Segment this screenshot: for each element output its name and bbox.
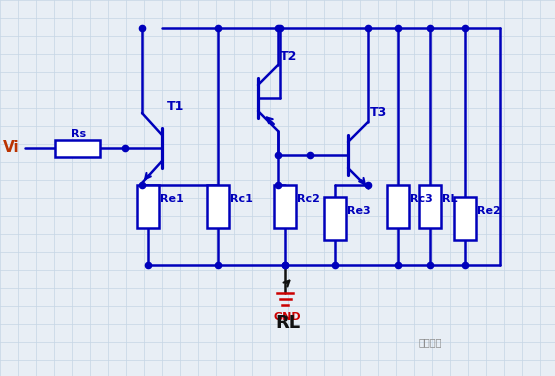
Bar <box>55 139 100 156</box>
Text: Re2: Re2 <box>477 206 501 215</box>
Text: 电子论坛: 电子论坛 <box>418 337 442 347</box>
Bar <box>454 197 476 240</box>
Text: Rc1: Rc1 <box>230 194 253 203</box>
Bar <box>207 185 229 228</box>
Text: Re1: Re1 <box>160 194 184 203</box>
Bar <box>387 185 409 228</box>
Text: RL: RL <box>442 194 457 203</box>
Text: RL: RL <box>275 314 300 332</box>
Text: Rc2: Rc2 <box>297 194 320 203</box>
Text: T3: T3 <box>370 106 387 120</box>
Bar <box>274 185 296 228</box>
Bar <box>137 185 159 228</box>
Text: Vi: Vi <box>3 141 19 156</box>
Text: Rs: Rs <box>70 129 85 139</box>
Bar <box>419 185 441 228</box>
Text: Rc3: Rc3 <box>410 194 433 203</box>
Text: GND: GND <box>273 312 301 322</box>
Text: T2: T2 <box>280 50 297 62</box>
Text: Re3: Re3 <box>347 206 371 215</box>
Bar <box>324 197 346 240</box>
Text: T1: T1 <box>167 100 184 112</box>
